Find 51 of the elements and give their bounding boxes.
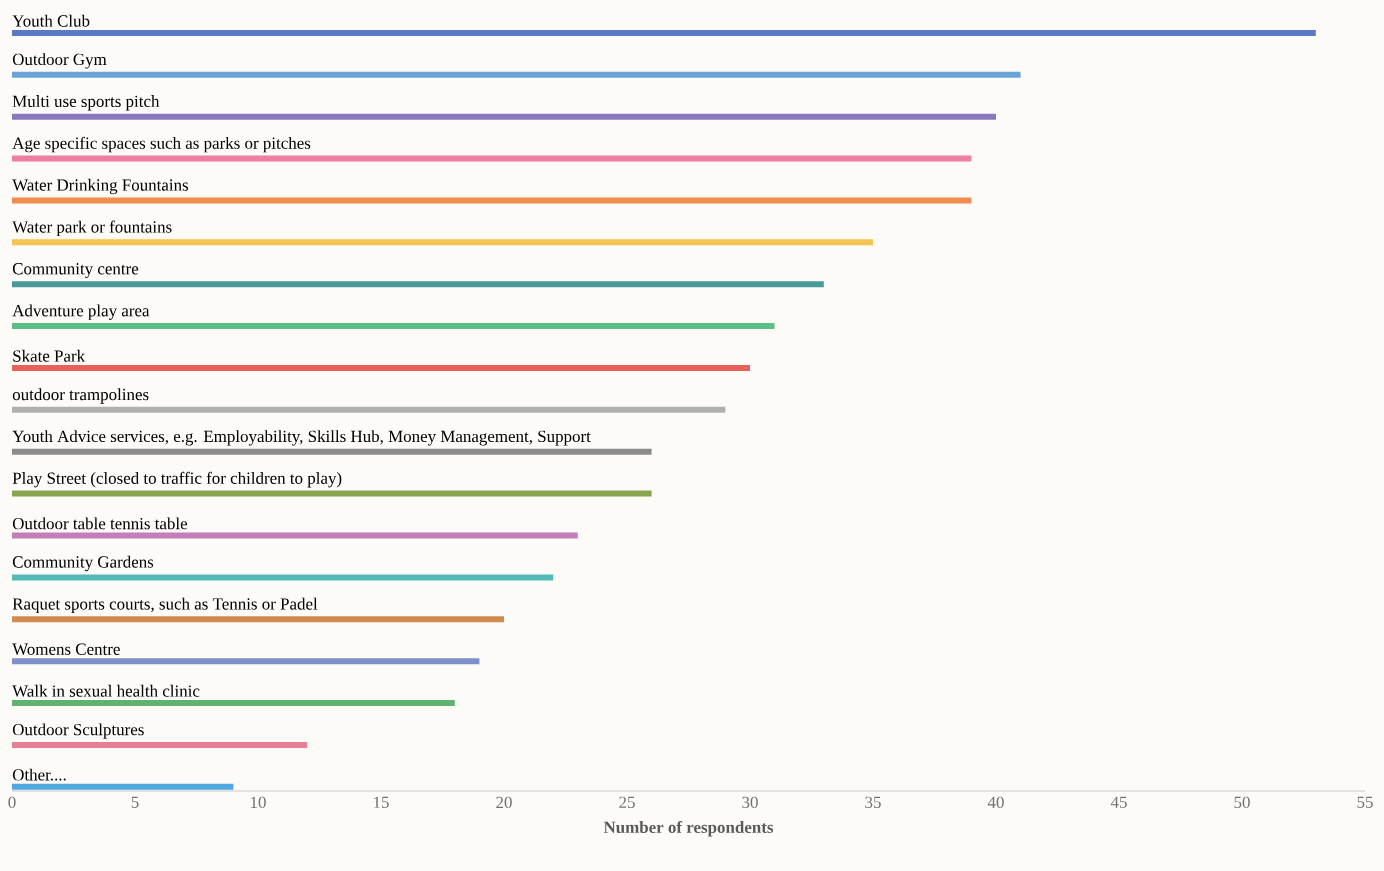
y-tick-label: Community Gardens bbox=[12, 555, 154, 572]
bar bbox=[12, 197, 972, 204]
x-tick-label: 45 bbox=[1110, 796, 1127, 808]
bar bbox=[12, 323, 775, 330]
x-tick-label: 55 bbox=[1357, 796, 1373, 808]
bar bbox=[12, 281, 824, 288]
y-tick-label: Age specific spaces such as parks or pitches bbox=[12, 136, 311, 153]
x-tick-label: 25 bbox=[619, 796, 635, 809]
y-tick-label: Community centre bbox=[12, 263, 139, 278]
x-tick-label: 30 bbox=[742, 796, 758, 809]
x-tick-label: 40 bbox=[987, 796, 1004, 809]
y-tick-label: Water park or fountains bbox=[12, 220, 172, 237]
y-tick-label: Walk in sexual health clinic bbox=[12, 684, 200, 697]
x-tick-label: 35 bbox=[865, 796, 881, 809]
bar bbox=[12, 406, 726, 413]
y-tick-label: Youth Advice services, e.g. Employability, Skills Hub, Money Management, Support bbox=[12, 430, 591, 446]
x-tick-label: 10 bbox=[251, 796, 266, 809]
bar bbox=[12, 239, 873, 246]
bar bbox=[12, 113, 996, 120]
bar bbox=[12, 741, 308, 748]
x-tick-label: 50 bbox=[1234, 796, 1250, 809]
bar bbox=[12, 616, 504, 623]
bar bbox=[12, 783, 234, 790]
y-tick-label: Skate Park bbox=[13, 349, 86, 362]
y-tick-label: Raquet sports courts, such as Tennis or Padel bbox=[12, 597, 318, 614]
bar bbox=[12, 532, 578, 539]
x-tick-label: 20 bbox=[496, 796, 512, 809]
bar bbox=[12, 658, 480, 665]
y-tick-label: outdoor trampolines bbox=[12, 388, 149, 404]
x-axis-title: Number of respondents bbox=[603, 820, 774, 837]
y-tick-label: Other.... bbox=[12, 768, 66, 781]
y-tick-label: Adventure play area bbox=[12, 304, 150, 320]
bar bbox=[12, 448, 652, 455]
y-tick-label: Womens Centre bbox=[12, 643, 120, 655]
bar bbox=[12, 364, 750, 371]
y-tick-label: Multi use sports pitch bbox=[12, 95, 160, 111]
y-tick-label: Outdoor table tennis table bbox=[12, 517, 188, 530]
y-tick-label: Water Drinking Fountains bbox=[12, 178, 189, 195]
y-tick-label: Youth Club bbox=[12, 14, 90, 27]
bar bbox=[12, 155, 972, 162]
bar bbox=[12, 490, 652, 497]
x-tick-label: 0 bbox=[8, 796, 16, 809]
x-tick-label: 5 bbox=[131, 796, 139, 808]
y-tick-label: Outdoor Sculptures bbox=[12, 723, 144, 739]
x-tick-label: 15 bbox=[374, 796, 389, 809]
y-tick-label: Outdoor Gym bbox=[12, 53, 107, 69]
y-tick-label: Play Street (closed to traffic for children to play) bbox=[12, 471, 342, 488]
bar bbox=[12, 574, 554, 581]
bar bbox=[12, 71, 1021, 78]
bar bbox=[12, 29, 1316, 36]
bar bbox=[12, 700, 455, 707]
